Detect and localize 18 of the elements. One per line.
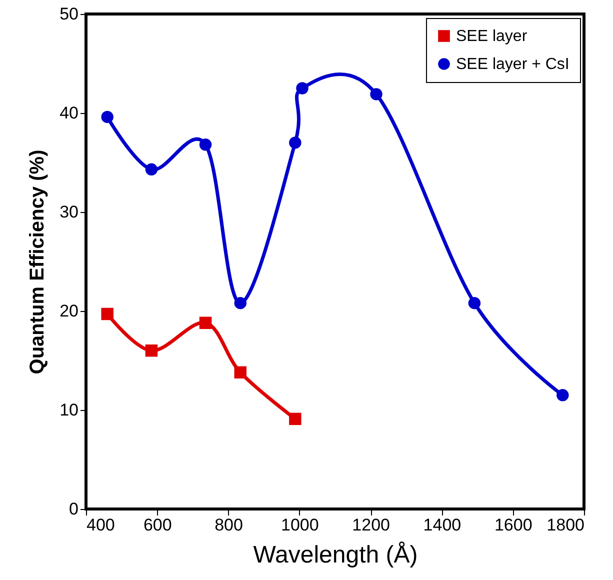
y-tick-label: 50 (60, 4, 78, 24)
x-tick-label: 800 (214, 516, 243, 534)
legend-label: SEE layer + CsI (456, 56, 570, 73)
x-tick-label: 1200 (352, 516, 390, 534)
y-tick-label: 30 (60, 202, 78, 222)
y-tick-label: 0 (69, 500, 78, 518)
x-tick-label: 1400 (423, 516, 462, 534)
x-tick-label: 600 (143, 516, 172, 534)
y-tick-label: 10 (60, 400, 78, 420)
legend-label: SEE layer (456, 28, 528, 45)
x-axis-title: Wavelength (Å) (253, 542, 418, 568)
x-tick-label: 1600 (494, 516, 532, 534)
y-tick-label: 20 (60, 302, 78, 320)
x-tick-label: 1000 (281, 516, 319, 534)
y-axis-title: Quantum Efficiency (%) (26, 150, 49, 374)
x-tick-label: 400 (86, 516, 115, 534)
y-tick-label: 40 (60, 104, 78, 122)
x-tick-label: 1800 (546, 516, 584, 534)
